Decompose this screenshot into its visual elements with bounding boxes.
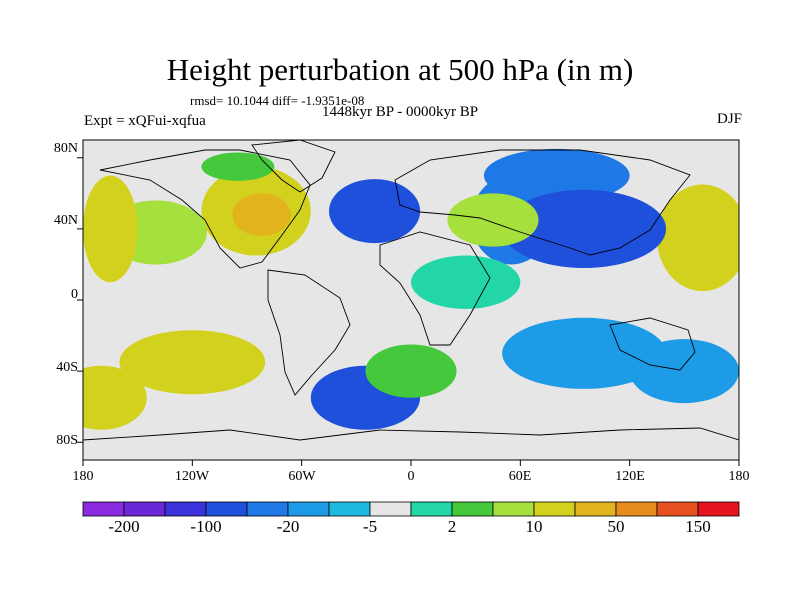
field-region — [83, 365, 147, 430]
field-region — [483, 148, 630, 203]
colorbar-swatch — [533, 501, 576, 517]
colorbar-label: 150 — [685, 517, 711, 536]
colorbar-swatch — [697, 501, 740, 517]
lat-tick-label: 80S — [56, 433, 78, 448]
colorbar-swatch — [451, 501, 494, 517]
lon-tick-label: 0 — [407, 469, 415, 484]
season-label: DJF — [716, 111, 742, 127]
experiment-label: Expt = xQFui-xqfua — [84, 113, 206, 129]
colorbar-swatch — [369, 501, 412, 517]
colorbar-swatch — [164, 501, 207, 517]
field-region — [502, 189, 667, 268]
colorbar-swatch — [287, 501, 330, 517]
stats-line: rmsd= 10.1044 diff= -1.9351e-08 — [190, 93, 365, 108]
field-region — [232, 193, 291, 237]
field-region — [411, 255, 521, 309]
field-region — [83, 175, 138, 283]
colorbar-swatch — [123, 501, 166, 517]
colorbar — [82, 501, 740, 517]
lon-tick-label: 60E — [508, 469, 532, 484]
colorbar-label: -20 — [276, 517, 300, 536]
period-label: 1448kyr BP - 0000kyr BP — [322, 104, 479, 120]
field-region — [329, 179, 421, 244]
colorbar-swatch — [246, 501, 289, 517]
field-region — [502, 317, 667, 389]
colorbar-label: 50 — [607, 517, 625, 536]
lon-tick-label: 120E — [615, 469, 645, 484]
lon-tick-label: 180 — [728, 469, 750, 484]
lat-tick-label: 40S — [56, 360, 78, 375]
colorbar-swatch — [615, 501, 658, 517]
field-region — [201, 152, 275, 181]
colorbar-label: 10 — [525, 517, 543, 536]
colorbar-swatch — [205, 501, 248, 517]
colorbar-swatch — [328, 501, 371, 517]
colorbar-label: -100 — [190, 517, 222, 536]
field-region — [365, 344, 457, 398]
lon-tick-label: 60W — [288, 469, 316, 484]
colorbar-swatch — [656, 501, 699, 517]
figure-title: Height perturbation at 500 hPa (in m) — [166, 52, 634, 87]
lat-tick-label: 80N — [53, 141, 78, 156]
lat-tick-label: 0 — [71, 287, 78, 302]
lat-tick-label: 40N — [53, 213, 78, 228]
colorbar-swatch — [82, 501, 125, 517]
field-region — [629, 339, 739, 404]
field-region — [657, 184, 739, 292]
lon-tick-label: 120W — [174, 469, 210, 484]
colorbar-swatch — [410, 501, 453, 517]
coastlines — [83, 140, 739, 441]
lon-tick-label: 180 — [72, 469, 94, 484]
axis-ticks — [77, 157, 740, 466]
contour-field — [83, 140, 739, 460]
colorbar-label: -200 — [108, 517, 140, 536]
colorbar-label: -5 — [362, 517, 378, 536]
colorbar-label: 2 — [447, 517, 457, 536]
field-region — [119, 330, 266, 395]
field-region — [447, 193, 539, 247]
colorbar-swatch — [574, 501, 617, 517]
colorbar-swatch — [492, 501, 535, 517]
